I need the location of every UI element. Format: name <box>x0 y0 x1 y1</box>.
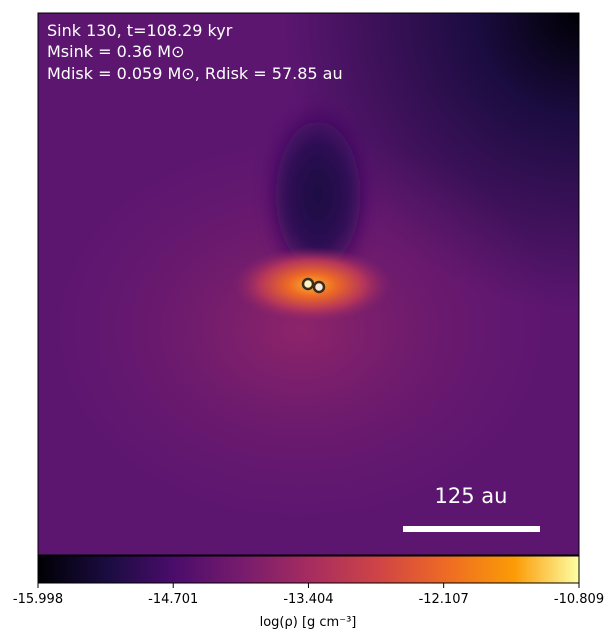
scale-bar-label: 125 au <box>435 484 508 508</box>
scale-bar <box>403 526 540 532</box>
annotation: Sink 130, t=108.29 kyr <box>47 21 233 40</box>
tick-label: -12.107 <box>419 592 469 607</box>
frame <box>37 12 580 556</box>
tick-label: -14.701 <box>148 592 198 607</box>
colorbar-label: log(ρ) [g cm⁻³] <box>260 615 357 630</box>
tick-label: -13.404 <box>283 592 333 607</box>
sink <box>301 277 315 291</box>
tick-label: -10.809 <box>554 592 604 607</box>
colorbar <box>37 555 580 584</box>
annotation: Msink = 0.36 M⊙ <box>47 42 185 61</box>
sink <box>312 280 326 294</box>
tick-label: -15.998 <box>13 592 63 607</box>
annotation: Mdisk = 0.059 M⊙, Rdisk = 57.85 au <box>47 64 343 83</box>
